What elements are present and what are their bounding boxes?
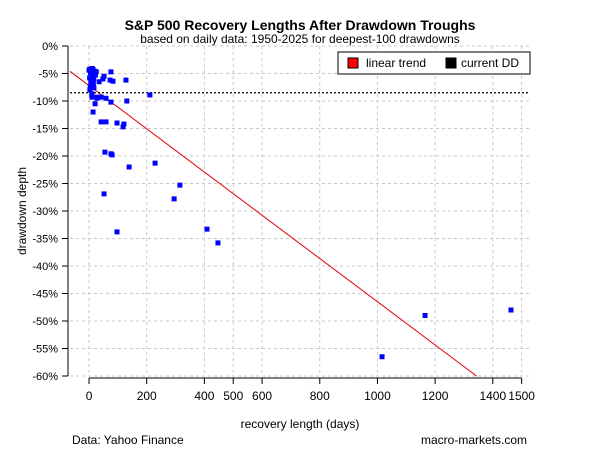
data-point [96,79,102,85]
data-point [90,109,96,115]
data-point [103,119,109,125]
data-point [152,160,158,166]
data-point [98,94,104,100]
chart-title: S&P 500 Recovery Lengths After Drawdown … [125,17,476,33]
data-point [101,73,107,79]
data-point [91,85,97,91]
x-tick-label: 1400 [479,389,506,403]
data-point [100,76,106,82]
legend-label-current-dd: current DD [461,56,519,70]
y-tick-label: -55% [32,344,58,356]
legend-swatch-linear-trend [347,57,359,69]
data-point [90,80,96,86]
y-tick-label: -45% [32,289,58,301]
data-point [171,196,177,202]
data-point [87,84,93,90]
data-point [107,77,113,83]
data-point [110,78,116,84]
x-axis-label: recovery length (days) [241,417,360,431]
data-point [124,98,130,104]
x-tick-label: 200 [137,389,157,403]
x-tick-label: 800 [310,389,330,403]
data-point [88,71,94,76]
data-point [108,69,114,75]
y-tick-label: -10% [32,96,58,108]
y-tick-label: -5% [38,69,58,81]
data-point [215,240,221,246]
x-tick-label: 600 [252,389,272,403]
data-point [89,66,95,72]
data-point [422,313,428,318]
data-point [101,191,107,197]
data-point [93,69,99,75]
y-tick-label: -60% [32,371,58,383]
linear-trend-line [69,70,477,377]
data-point [90,75,96,81]
data-point [87,87,93,93]
source-note: Data: Yahoo Finance [72,433,184,447]
data-point [114,120,120,126]
data-point [108,99,114,105]
chart-subtitle: based on daily data: 1950-2025 for deepe… [140,32,460,46]
data-point [123,77,129,83]
data-point [147,92,153,98]
y-tick-label: -15% [32,124,58,136]
y-tick-label: -40% [32,261,58,273]
data-point [89,91,95,97]
data-point [89,94,95,100]
legend-label-linear-trend: linear trend [366,56,426,70]
y-tick-label: -20% [32,151,58,163]
legend-swatch-current-dd [445,57,457,69]
x-tick-label: 0 [86,389,93,403]
data-point [94,95,100,101]
data-point [102,149,108,155]
y-tick-label: -30% [32,206,58,218]
y-tick-label: -35% [32,234,58,246]
y-tick-label: 0% [42,41,58,53]
data-point [92,72,98,78]
data-point [177,182,183,188]
x-tick-label: 400 [194,389,214,403]
data-point [379,354,385,360]
data-point [204,226,210,232]
data-point [103,95,109,101]
data-point [121,121,127,127]
data-point [87,75,93,81]
site-credit: macro-markets.com [421,433,527,447]
x-tick-label: 1500 [508,389,535,403]
legend: linear trend current DD [337,51,531,75]
data-point [114,229,120,235]
y-tick-label: -25% [32,179,58,191]
data-point [92,101,98,107]
x-tick-label: 500 [223,389,243,403]
y-axis-label: drawdown depth [15,167,29,255]
data-point [508,307,514,313]
data-point [109,152,115,158]
x-tick-label: 1000 [364,389,391,403]
x-tick-label: 1200 [422,389,449,403]
data-point [126,164,132,170]
data-point [88,79,94,85]
data-point [98,119,104,125]
y-tick-label: -50% [32,316,58,328]
data-point [120,124,126,130]
